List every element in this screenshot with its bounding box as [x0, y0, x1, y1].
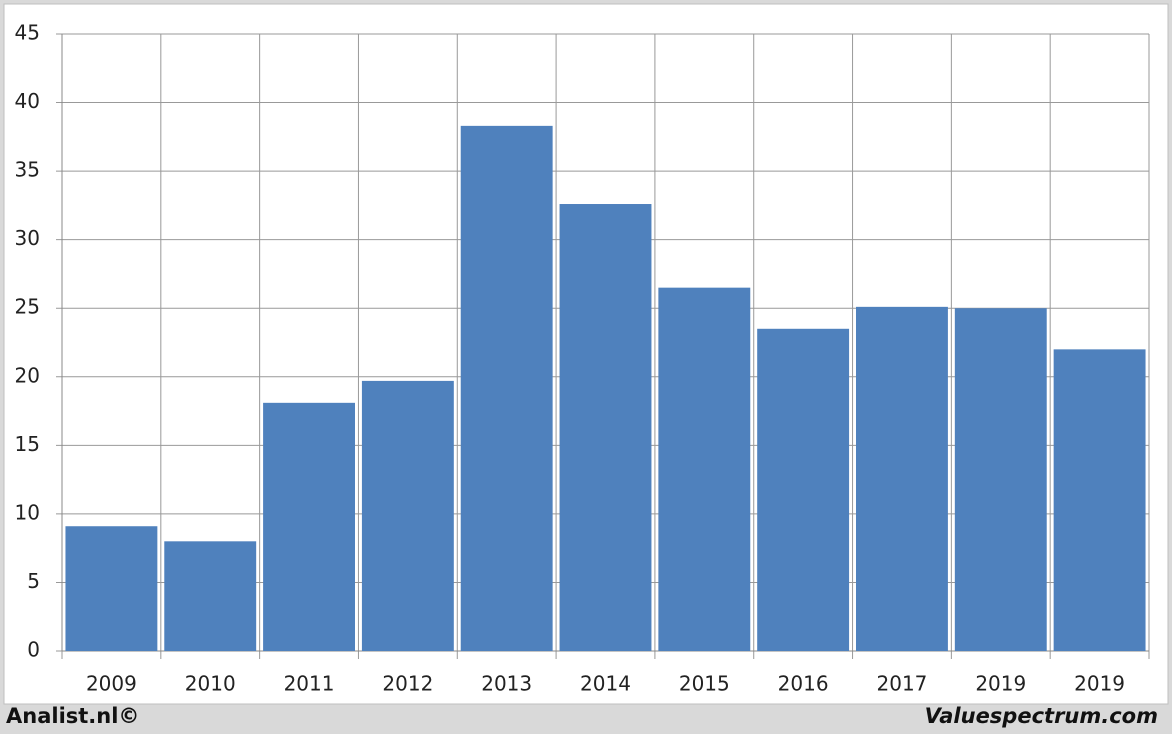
x-tick-label: 2016 — [778, 672, 829, 696]
x-tick-label: 2009 — [86, 672, 137, 696]
x-tick-label: 2014 — [580, 672, 631, 696]
footer-left: Analist.nl© — [6, 704, 139, 728]
x-tick-label: 2015 — [679, 672, 730, 696]
y-tick-label: 35 — [15, 158, 40, 182]
y-tick-label: 45 — [15, 21, 40, 45]
y-tick-label: 25 — [15, 295, 40, 319]
y-tick-label: 30 — [15, 226, 40, 250]
bar — [1053, 349, 1146, 651]
y-tick-label: 40 — [15, 89, 40, 113]
bar — [361, 380, 454, 651]
bar — [460, 125, 553, 651]
footer-right: Valuespectrum.com — [925, 704, 1158, 728]
bar — [559, 204, 652, 652]
y-tick-label: 10 — [15, 500, 40, 524]
x-tick-label: 2010 — [185, 672, 236, 696]
x-tick-label: 2012 — [382, 672, 433, 696]
bar — [757, 328, 850, 651]
y-tick-label: 5 — [27, 569, 40, 593]
x-tick-label: 2011 — [284, 672, 335, 696]
x-tick-label: 2019 — [1074, 672, 1125, 696]
y-tick-label: 20 — [15, 363, 40, 387]
x-tick-label: 2017 — [877, 672, 928, 696]
x-tick-label: 2019 — [975, 672, 1026, 696]
x-tick-label: 2013 — [481, 672, 532, 696]
y-tick-label: 0 — [27, 638, 40, 662]
bar — [263, 402, 355, 651]
bar — [65, 526, 158, 651]
bar — [954, 308, 1047, 651]
y-tick-label: 15 — [15, 432, 40, 456]
bar — [164, 541, 257, 651]
bar — [658, 287, 751, 651]
bar — [856, 306, 948, 651]
